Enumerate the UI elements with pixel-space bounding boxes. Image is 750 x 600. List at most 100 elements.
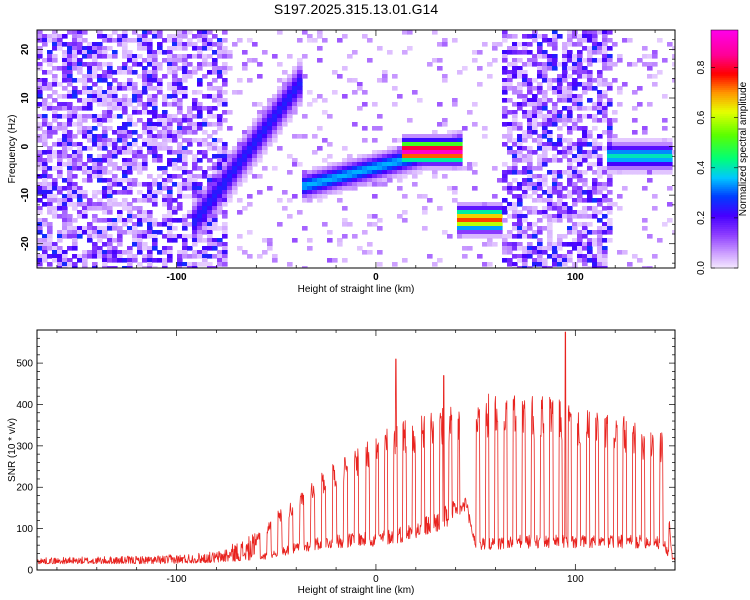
spectrogram-cell (552, 86, 558, 91)
spectrogram-cell (522, 154, 528, 159)
spectrogram-cell (97, 142, 103, 147)
spectrogram-cell (77, 254, 83, 259)
spectrogram-cell (567, 162, 573, 167)
spectrogram-cell (102, 158, 108, 163)
spectrogram-cell (207, 110, 213, 115)
spectrogram-cell (482, 222, 488, 227)
spectrogram-cell (637, 58, 643, 63)
spectrogram-cell (447, 138, 453, 143)
spectrogram-cell (537, 54, 543, 59)
spectrogram-cell (147, 94, 153, 99)
spectrogram-cell (47, 198, 53, 203)
spectrogram-cell (167, 214, 173, 219)
spectrogram-cell (422, 194, 428, 199)
spectrogram-cell (577, 250, 583, 255)
spectrogram-cell (547, 170, 553, 175)
spectrogram-cell (607, 206, 613, 211)
spectrogram-cell (457, 230, 463, 235)
spectrogram-cell (102, 206, 108, 211)
spectrogram-cell (522, 182, 528, 187)
spectrogram-cell (172, 162, 178, 167)
spectrogram-cell (147, 102, 153, 107)
spectrogram-cell (472, 230, 478, 235)
spectrogram-cell (202, 194, 208, 199)
spectrogram-cell (212, 254, 218, 259)
spectrogram-cell (62, 234, 68, 239)
spectrogram-cell (72, 154, 78, 159)
spectrogram-cell (182, 126, 188, 131)
spectrogram-cell (517, 138, 523, 143)
colorbar-step (711, 248, 738, 251)
spectrogram-cell (567, 258, 573, 263)
spectrogram-cell (102, 262, 108, 267)
spectrogram-cell (632, 118, 638, 123)
spectrogram-cell (202, 154, 208, 159)
spectrogram-cell (652, 158, 658, 163)
colorbar-step (711, 103, 738, 106)
spectrogram-cell (342, 170, 348, 175)
spectrogram-cell (427, 146, 433, 151)
spectrogram-cell (542, 210, 548, 215)
spectrogram-cell (67, 262, 73, 267)
spectrogram-cell (67, 118, 73, 123)
spectrogram-cell (357, 162, 363, 167)
spectrogram-cell (212, 106, 218, 111)
spectrogram-cell (557, 158, 563, 163)
spectrogram-cell (97, 98, 103, 103)
spectrogram-cell (522, 102, 528, 107)
spectrogram-cell (597, 226, 603, 231)
colorbar-step (711, 73, 738, 77)
spectrogram-cell (537, 98, 543, 103)
spectrogram-cell (172, 86, 178, 91)
spectrogram-cell (597, 174, 603, 179)
spectrogram-cell (207, 194, 213, 199)
spectrogram-cell (342, 146, 348, 151)
spectrogram-cell (317, 166, 323, 171)
spectrogram-cell (327, 162, 333, 167)
spectrogram-cell (642, 166, 648, 171)
spectrogram-cell (227, 150, 233, 155)
spectrogram-cell (607, 162, 613, 167)
spectrogram-cell (302, 54, 308, 59)
spectrogram-cell (57, 102, 63, 107)
colorbar-step (711, 160, 738, 164)
spectrogram-cell (532, 94, 538, 99)
colorbar-step (711, 210, 738, 214)
spectrogram-cell (492, 230, 498, 235)
spectrogram-cell (277, 30, 283, 35)
spectrogram-cell (427, 142, 433, 147)
spectrogram-cell (367, 222, 373, 227)
colorbar-step (711, 256, 738, 259)
spectrogram-cell (137, 234, 143, 239)
spectrogram-cell (252, 146, 258, 151)
spectrogram-cell (382, 154, 388, 159)
colorbar-step (711, 238, 738, 241)
spectrogram-cell (502, 50, 508, 55)
spectrogram-cell (502, 90, 508, 95)
spectrogram-cell (197, 174, 203, 179)
spectrogram-cell (612, 118, 618, 123)
spectrogram-cell (207, 254, 213, 259)
spectrogram-cell (187, 178, 193, 183)
spectrogram-cell (347, 222, 353, 227)
spectrogram-cell (417, 98, 423, 103)
spectrogram-cell (532, 222, 538, 227)
spectrogram-cell (252, 158, 258, 163)
spectrogram-cell (377, 158, 383, 163)
spectrogram-cell (172, 218, 178, 223)
spectrogram-cell (62, 50, 68, 55)
spectrogram-cell (672, 78, 675, 83)
spectrogram-cell (397, 150, 403, 155)
spectrogram-cell (182, 194, 188, 199)
spectrogram-cell (497, 214, 503, 219)
spectrogram-cell (512, 46, 518, 51)
spectrogram-cell (187, 54, 193, 59)
spectrogram-cell (152, 98, 158, 103)
spectrogram-cell (587, 114, 593, 119)
spectrogram-cell (177, 118, 183, 123)
spectrogram-cell (67, 106, 73, 111)
spectrogram-cell (67, 102, 73, 107)
spectrogram-cell (52, 126, 58, 131)
spectrogram-cell (287, 198, 293, 203)
spectrogram-cell (512, 226, 518, 231)
